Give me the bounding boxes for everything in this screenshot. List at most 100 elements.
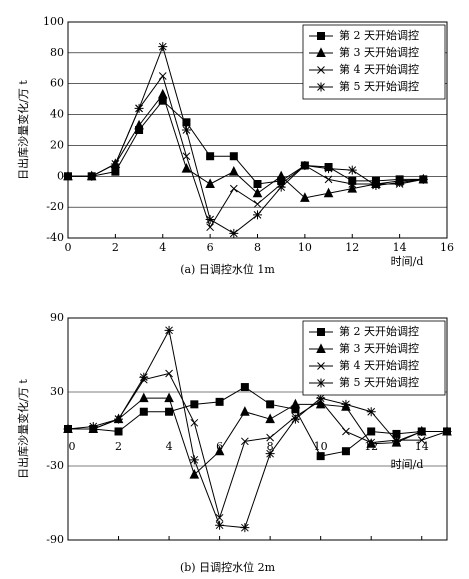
marker [240, 406, 250, 416]
y-tick-label: -90 [46, 533, 64, 546]
x-tick-label: 12 [345, 241, 359, 254]
marker [190, 418, 199, 427]
x-tick-label: 8 [254, 241, 261, 254]
x-tick-label: 4 [159, 241, 166, 254]
marker [63, 424, 73, 434]
y-tick-label: -20 [46, 200, 64, 213]
legend-marker [316, 343, 326, 353]
y-tick-label: 0 [57, 169, 64, 182]
marker [158, 42, 168, 52]
marker [266, 433, 274, 442]
marker [134, 103, 144, 113]
marker [253, 210, 262, 220]
marker [229, 228, 239, 238]
marker [253, 180, 262, 188]
marker [139, 372, 149, 382]
marker [214, 445, 225, 456]
x-tick-label: 2 [112, 241, 119, 254]
marker [114, 427, 123, 436]
marker [206, 223, 214, 232]
legend-label: 第 2 天开始调控 [339, 324, 419, 338]
marker [87, 171, 97, 181]
marker [88, 422, 98, 432]
marker [181, 125, 191, 135]
legend-marker [317, 32, 325, 40]
marker [139, 407, 148, 416]
marker [324, 164, 334, 174]
marker [181, 162, 192, 173]
marker [276, 170, 286, 181]
marker [367, 438, 376, 447]
marker [134, 119, 144, 130]
marker [205, 178, 215, 188]
marker [371, 181, 381, 191]
marker [205, 214, 215, 224]
x-tick-label: 4 [166, 440, 173, 453]
x-tick-label: 16 [440, 241, 454, 254]
legend-label: 第 3 天开始调控 [339, 341, 419, 355]
marker [391, 436, 401, 446]
x-tick-label: 8 [267, 440, 274, 453]
marker [165, 407, 174, 416]
marker [341, 399, 351, 409]
legend-marker [317, 66, 325, 74]
x-tick-label: 14 [393, 241, 407, 254]
y-tick-label: 60 [50, 77, 64, 90]
series-line [68, 45, 424, 234]
y-axis-label: 日出库沙量变化/万 t [16, 80, 30, 180]
marker [241, 437, 249, 446]
marker [276, 182, 286, 192]
marker [265, 449, 275, 459]
y-tick-label: 40 [50, 108, 64, 121]
x-axis-label: 时间/d [391, 458, 424, 471]
x-tick-label: 10 [298, 241, 312, 254]
y-tick-label: 30 [50, 385, 64, 398]
legend-marker [316, 47, 326, 57]
marker [300, 160, 310, 170]
marker [342, 427, 350, 436]
marker [265, 413, 275, 424]
legend-label: 第 4 天开始调控 [339, 358, 419, 372]
legend-marker [317, 328, 325, 336]
legend-marker [317, 362, 325, 370]
marker [240, 523, 250, 533]
caption: (a) 日调控水位 1m [180, 262, 275, 276]
marker [111, 167, 120, 176]
marker [138, 392, 149, 403]
y-axis-label: 日出库沙量变化/万 t [16, 379, 30, 479]
series-line [68, 372, 448, 520]
marker [366, 407, 376, 417]
marker [316, 393, 326, 403]
marker [366, 438, 377, 448]
marker [417, 426, 427, 436]
marker [341, 447, 350, 456]
series-line [67, 328, 447, 529]
y-tick-label: 20 [50, 138, 64, 151]
legend-label: 第 3 天开始调控 [339, 45, 419, 59]
marker [418, 174, 428, 184]
marker [316, 452, 325, 461]
y-tick-label: 100 [43, 15, 64, 28]
marker [190, 400, 199, 409]
caption: (b) 日调控水位 2m [180, 560, 276, 574]
marker [229, 184, 238, 193]
marker [347, 165, 357, 175]
marker [442, 426, 452, 436]
legend-marker [316, 378, 326, 388]
marker [157, 88, 168, 99]
marker [229, 152, 238, 161]
marker [253, 200, 262, 208]
marker [324, 175, 333, 184]
series-line [68, 99, 424, 185]
marker [63, 171, 73, 181]
marker [164, 325, 174, 335]
series-line [68, 386, 447, 457]
marker [110, 159, 120, 169]
legend-label: 第 5 天开始调控 [339, 79, 419, 93]
marker [252, 187, 263, 198]
marker [189, 455, 199, 465]
series-line [68, 397, 447, 476]
y-tick-label: -40 [46, 231, 64, 244]
marker [206, 152, 215, 161]
